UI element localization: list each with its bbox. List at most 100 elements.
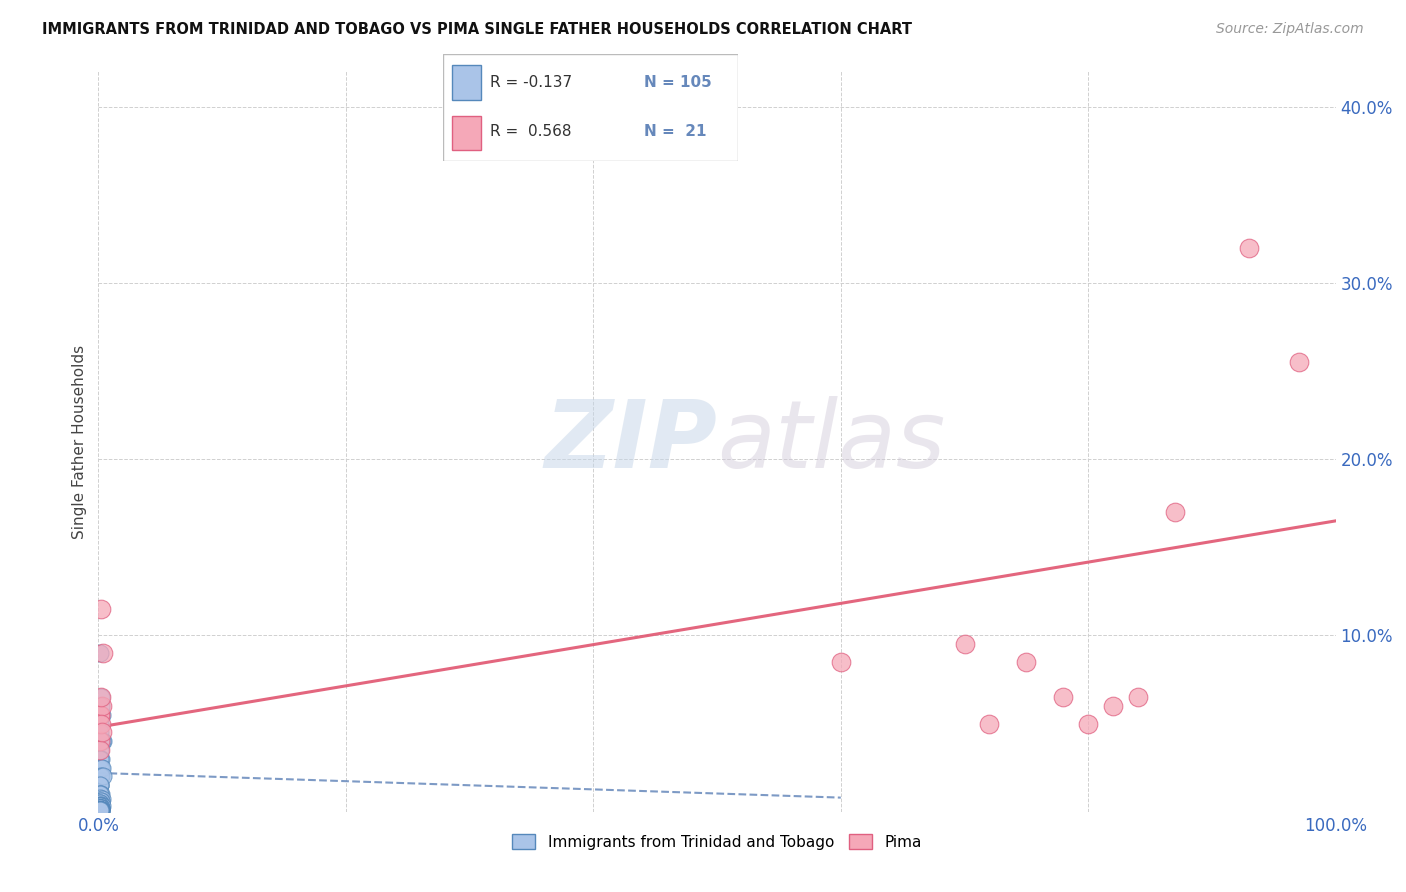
Bar [451,65,481,100]
Point [89,803,111,817]
Point [89,799,111,814]
Point [89,769,111,783]
Point [89,803,111,817]
Point [89,803,111,817]
Point [89,803,111,817]
Point [90,690,112,705]
Text: ZIP: ZIP [544,395,717,488]
Point [89,803,111,817]
Point [89,778,111,792]
Point [89,803,111,817]
Point [89,803,111,817]
Point [89,797,111,812]
Text: IMMIGRANTS FROM TRINIDAD AND TOBAGO VS PIMA SINGLE FATHER HOUSEHOLDS CORRELATION: IMMIGRANTS FROM TRINIDAD AND TOBAGO VS P… [42,22,912,37]
Point [89,803,111,817]
Point [89,803,111,817]
Point [89,803,111,817]
Point [89,796,111,810]
Point [89,801,111,815]
Point [89,707,111,722]
Point [89,787,111,801]
Point [89,803,111,817]
Point [89,778,111,792]
Point [953,637,976,651]
Point [89,803,111,817]
Point [89,803,111,817]
Point [90,803,112,817]
Point [89,743,111,757]
Point [91,725,114,739]
Point [89,803,111,817]
Point [89,803,111,817]
Point [90,803,112,817]
Point [89,790,111,805]
Point [90,716,112,731]
Point [89,761,111,775]
Point [89,787,111,801]
Point [89,803,111,817]
Point [89,803,111,817]
Text: atlas: atlas [717,396,945,487]
Point [91,761,114,775]
Point [89,803,111,817]
Point [89,801,111,815]
Point [1126,690,1149,705]
Point [89,803,111,817]
Point [89,707,111,722]
Point [89,803,111,817]
Point [89,803,111,817]
Point [89,803,111,817]
Legend: Immigrants from Trinidad and Tobago, Pima: Immigrants from Trinidad and Tobago, Pim… [506,828,928,856]
Point [89,803,111,817]
Point [93,734,115,748]
Point [89,803,111,817]
Point [89,646,111,660]
Point [89,801,111,815]
Point [89,801,111,815]
Point [1164,505,1187,519]
Text: R =  0.568: R = 0.568 [491,124,572,138]
Point [91,734,114,748]
Point [1015,655,1038,669]
Text: N = 105: N = 105 [644,75,711,90]
Point [89,803,111,817]
Point [89,803,111,817]
Point [91,792,114,806]
Point [89,803,111,817]
Point [89,803,111,817]
Point [89,803,111,817]
Point [89,803,111,817]
Point [89,803,111,817]
Point [89,803,111,817]
Point [89,803,111,817]
Point [89,803,111,817]
Point [1288,355,1310,369]
Point [91,698,114,713]
Point [89,799,111,814]
Point [89,803,111,817]
Point [90,769,112,783]
Point [1237,241,1260,255]
Point [89,803,111,817]
Point [90,803,112,817]
Point [89,778,111,792]
Text: R = -0.137: R = -0.137 [491,75,572,90]
Point [90,797,112,812]
Point [90,752,112,766]
Bar [451,116,481,150]
Point [89,803,111,817]
Point [90,761,112,775]
Point [89,803,111,817]
Point [90,787,112,801]
Point [89,803,111,817]
Point [89,796,111,810]
Point [89,803,111,817]
Point [1077,716,1099,731]
Text: Source: ZipAtlas.com: Source: ZipAtlas.com [1216,22,1364,37]
Point [89,801,111,815]
Point [89,743,111,757]
Point [89,716,111,731]
Text: N =  21: N = 21 [644,124,706,138]
Point [89,803,111,817]
Point [1052,690,1074,705]
